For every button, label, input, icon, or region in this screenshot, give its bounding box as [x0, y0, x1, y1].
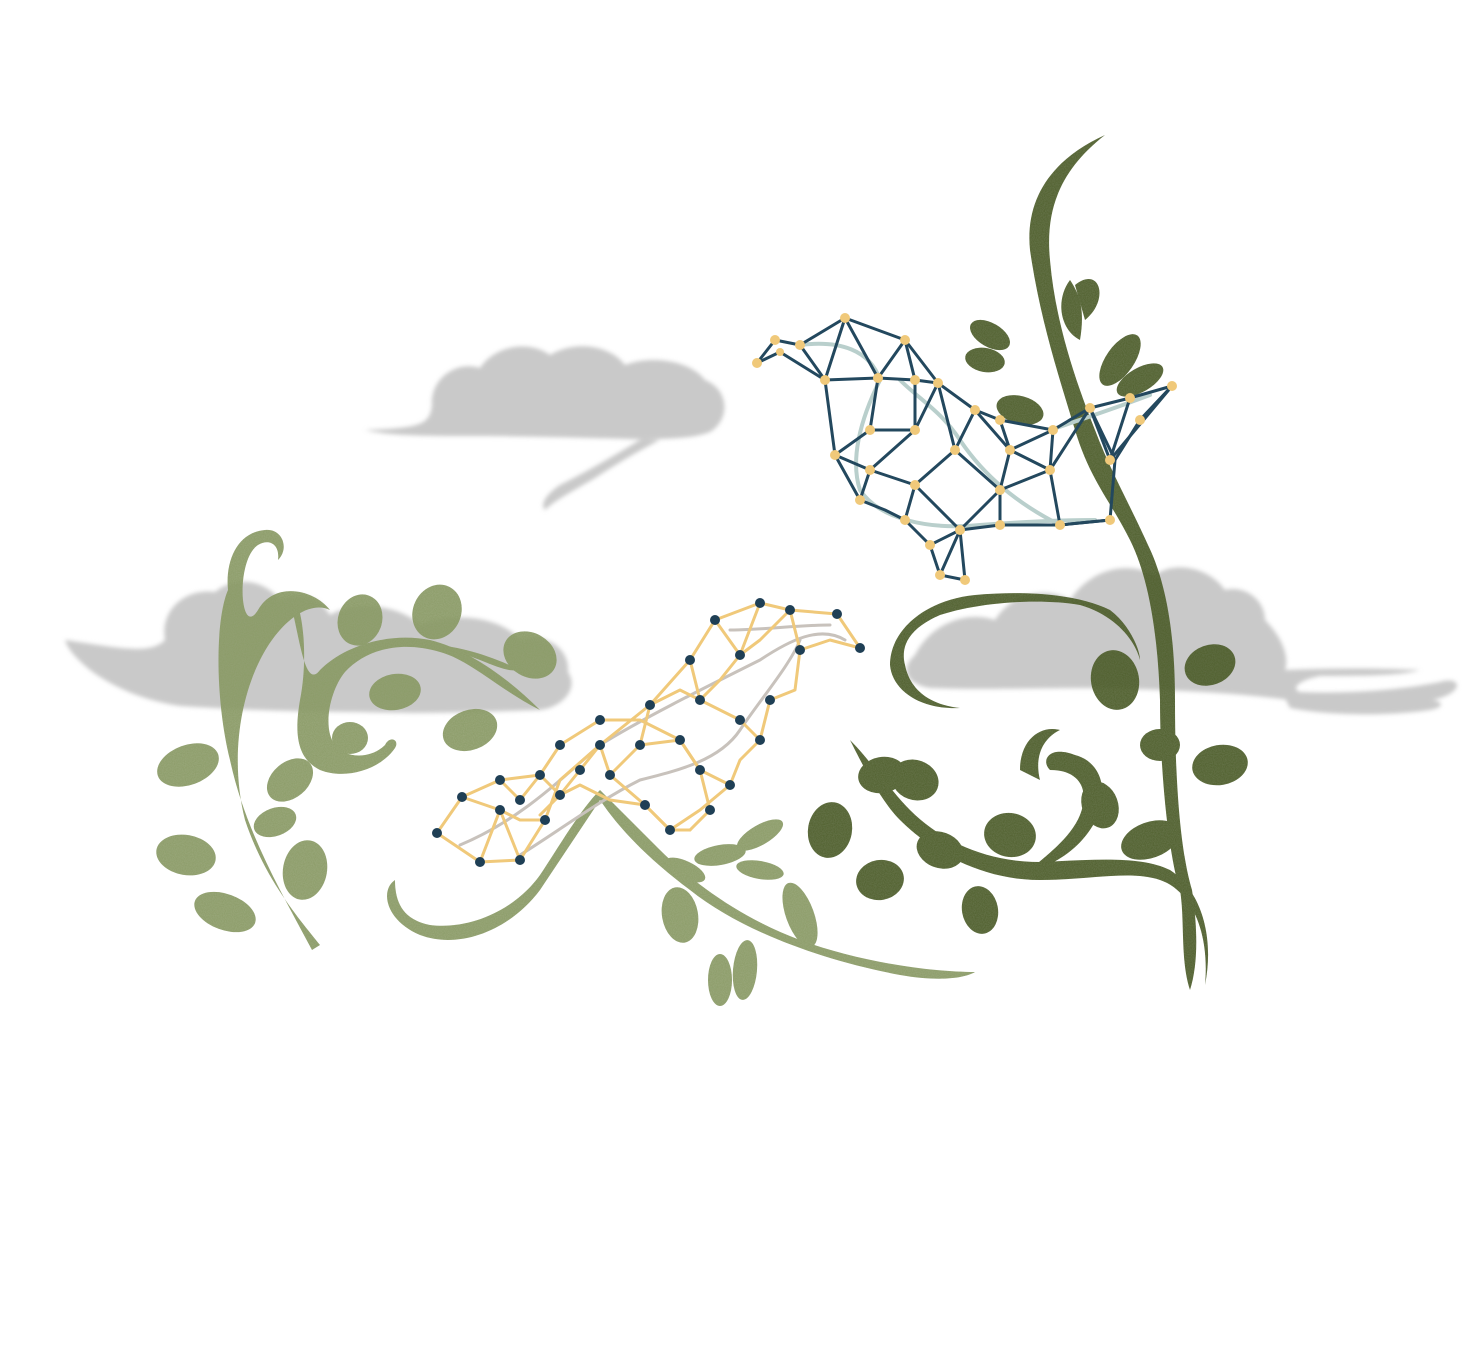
constellation-bird-yellow-icon: [432, 598, 865, 867]
cloud-top-icon: [365, 346, 725, 510]
leafy-branch-right-icon: [807, 135, 1248, 990]
leafy-branch-left-icon: [156, 529, 557, 950]
cloud-left-icon: [65, 581, 572, 713]
cloud-right-icon: [906, 567, 1457, 715]
leafy-branch-center-icon: [387, 790, 976, 1006]
constellation-bird-blue-icon: [752, 313, 1177, 585]
